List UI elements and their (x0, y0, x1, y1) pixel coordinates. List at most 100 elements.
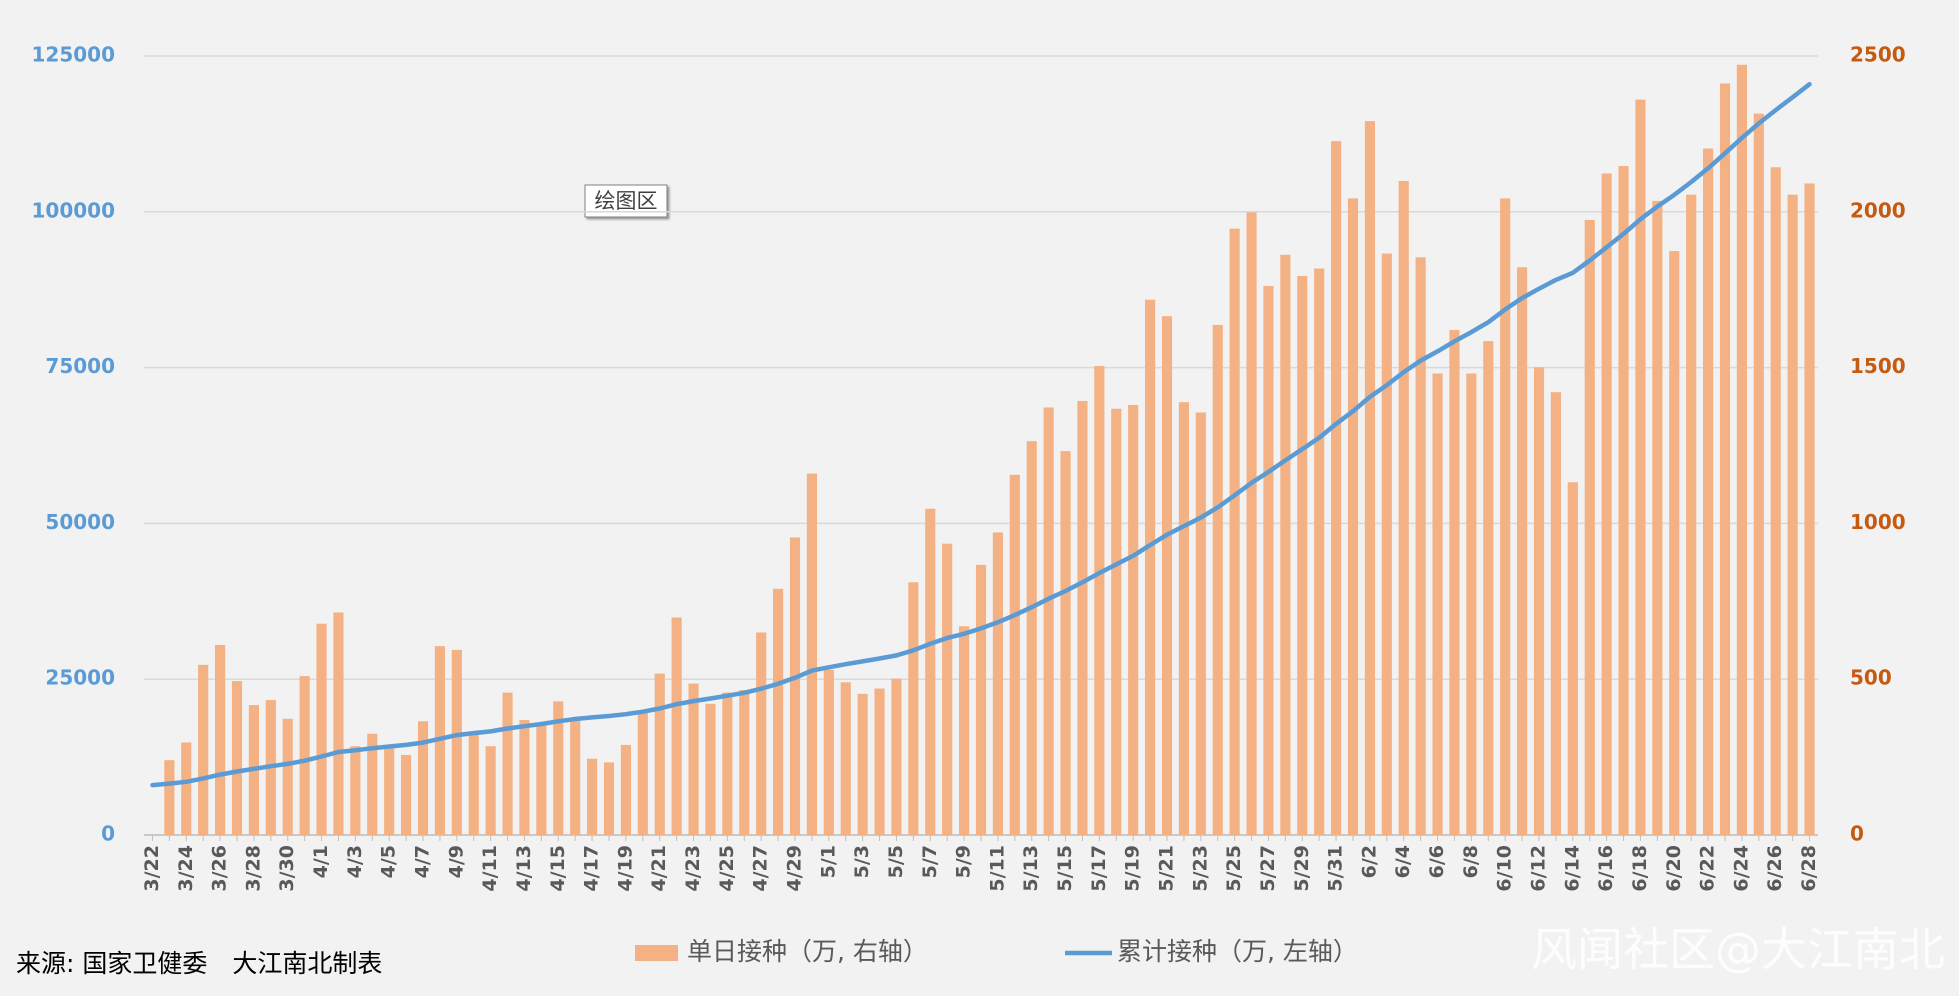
bar (316, 623, 327, 835)
bar (1770, 167, 1781, 835)
x-tick-label: 4/23 (682, 845, 704, 892)
x-tick-label: 4/1 (310, 845, 332, 878)
bar (384, 747, 395, 835)
bar (215, 644, 226, 835)
x-tick-label: 5/13 (1020, 845, 1042, 892)
bar (181, 742, 192, 835)
bar (1686, 194, 1697, 836)
x-tick-label: 6/20 (1663, 845, 1685, 892)
bar (1111, 408, 1122, 835)
x-tick-label: 4/11 (479, 845, 501, 892)
bar (587, 758, 598, 835)
bar (1347, 198, 1359, 836)
bar (401, 754, 412, 835)
bar (1483, 341, 1494, 835)
bar (1584, 219, 1595, 835)
y-tick-label: 0 (101, 822, 115, 846)
bar (1212, 324, 1223, 835)
x-tick-label: 4/21 (648, 845, 670, 892)
x-tick-label: 6/16 (1595, 845, 1617, 892)
x-tick-label: 3/30 (276, 845, 298, 892)
x-tick-label: 6/4 (1392, 845, 1414, 878)
y2-tick-label: 1500 (1850, 354, 1906, 378)
bar (1804, 183, 1815, 835)
bar (1314, 268, 1325, 835)
bar (1736, 64, 1747, 836)
x-tick-label: 5/7 (919, 845, 941, 878)
x-tick-label: 4/17 (581, 845, 603, 892)
x-tick-label: 3/28 (242, 845, 264, 892)
bar (231, 681, 243, 835)
bar (1601, 173, 1612, 835)
bar (823, 669, 834, 835)
annotation: 绘图区 (595, 189, 658, 213)
bar (468, 734, 479, 835)
bar (1178, 402, 1189, 835)
x-tick-label: 6/10 (1494, 845, 1516, 892)
line (150, 81, 1812, 788)
x-tick-label: 5/3 (851, 845, 873, 878)
bar (1432, 373, 1443, 835)
bar (282, 718, 293, 835)
bar (773, 588, 784, 835)
bar (789, 537, 801, 835)
y-tick-label: 75000 (45, 354, 115, 378)
y-tick-label: 100000 (32, 198, 116, 222)
bar (1026, 441, 1037, 835)
source: 来源: 国家卫健委 大江南北制表 (16, 949, 382, 978)
x-tick-label: 4/19 (614, 845, 636, 892)
y2-tick-label: 500 (1850, 666, 1892, 690)
bar (485, 746, 496, 835)
x-tick-label: 6/6 (1426, 845, 1448, 878)
x-tick-label: 5/5 (885, 845, 907, 878)
x-tick-label: 6/2 (1358, 845, 1380, 878)
bar (688, 683, 699, 835)
bar (333, 612, 344, 835)
legend-label: 单日接种（万, 右轴） (687, 937, 928, 966)
bar (1466, 373, 1477, 835)
y-tick-label: 50000 (45, 510, 115, 534)
bar (806, 473, 817, 835)
bar (1229, 228, 1240, 835)
x-tick-label: 5/25 (1223, 845, 1245, 892)
bar (925, 508, 936, 835)
y2-tick-label: 2000 (1850, 198, 1906, 222)
bar (908, 582, 919, 835)
bar (1060, 451, 1071, 835)
x-tick-label: 6/18 (1629, 845, 1651, 892)
bar (1263, 285, 1274, 835)
bar (1550, 392, 1561, 835)
x-tick-label: 3/24 (175, 845, 197, 892)
y2-tick-label: 2500 (1850, 43, 1906, 67)
y-tick-label: 25000 (45, 666, 115, 690)
y2-tick-label: 0 (1850, 822, 1864, 846)
x-tick-label: 5/1 (817, 845, 839, 878)
x-tick-label: 4/15 (547, 845, 569, 892)
bar (1533, 367, 1545, 835)
bar (417, 721, 429, 835)
bar (637, 712, 648, 835)
bar (519, 720, 530, 835)
legend-swatch (635, 945, 678, 961)
x-tick-label: 4/5 (378, 845, 400, 878)
bar (1077, 400, 1088, 835)
bar (1500, 198, 1511, 836)
bar (1280, 254, 1291, 836)
bar (959, 626, 970, 835)
bar (1297, 275, 1308, 835)
bar (1753, 113, 1764, 835)
x-tick-label: 5/15 (1054, 845, 1076, 892)
bar (1161, 316, 1173, 835)
x-tick-label: 4/29 (784, 845, 806, 892)
bar (1145, 299, 1156, 835)
x-tick-label: 6/14 (1561, 845, 1583, 892)
bar (891, 678, 902, 835)
x-tick-label: 6/12 (1528, 845, 1550, 892)
bar (1703, 148, 1714, 836)
bar (164, 760, 175, 835)
bar (874, 688, 885, 835)
bar (603, 762, 615, 835)
bar (1195, 412, 1206, 835)
